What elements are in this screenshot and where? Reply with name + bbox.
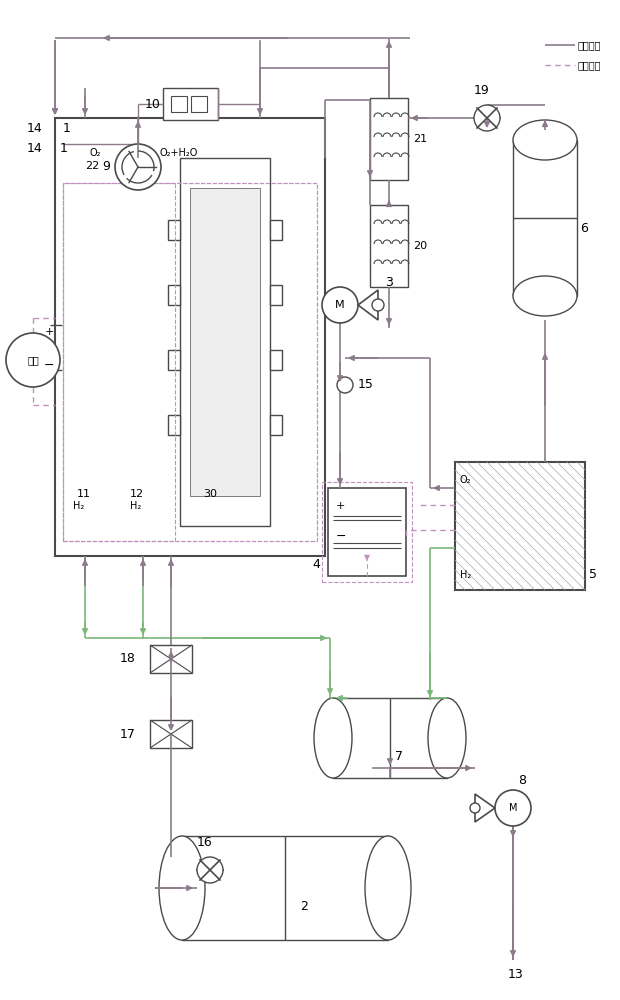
Bar — [328, 488, 406, 576]
Bar — [182, 836, 388, 940]
Text: O₂: O₂ — [90, 148, 102, 158]
Text: 11: 11 — [77, 489, 91, 499]
Bar — [270, 285, 282, 305]
Text: M: M — [335, 300, 345, 310]
Bar — [370, 205, 408, 287]
Text: 3: 3 — [385, 276, 393, 290]
Bar — [322, 482, 412, 582]
Text: 13: 13 — [508, 968, 524, 982]
Text: 8: 8 — [518, 774, 526, 786]
Bar — [168, 285, 180, 305]
Text: +: + — [44, 327, 54, 337]
Text: 7: 7 — [395, 750, 403, 762]
Circle shape — [470, 803, 480, 813]
Text: 9: 9 — [102, 160, 110, 174]
Text: 14: 14 — [27, 121, 43, 134]
Bar — [55, 118, 325, 556]
Text: 2: 2 — [300, 900, 308, 912]
Ellipse shape — [159, 836, 205, 940]
Bar — [168, 415, 180, 435]
Text: 负载: 负载 — [27, 355, 39, 365]
Text: 电力导线: 电力导线 — [578, 60, 601, 70]
Text: 5: 5 — [589, 568, 597, 582]
Text: O₂+H₂O: O₂+H₂O — [160, 148, 198, 158]
Text: 21: 21 — [413, 134, 427, 144]
Bar — [270, 350, 282, 370]
Text: 22: 22 — [85, 161, 99, 171]
Ellipse shape — [428, 698, 466, 778]
Text: 4: 4 — [312, 558, 320, 570]
Text: 19: 19 — [474, 84, 490, 97]
Text: 14: 14 — [27, 141, 43, 154]
Text: 20: 20 — [413, 241, 427, 251]
Bar — [333, 698, 447, 778]
Bar — [168, 350, 180, 370]
Text: −: − — [44, 359, 55, 371]
Ellipse shape — [365, 836, 411, 940]
Text: M: M — [509, 803, 517, 813]
Text: 18: 18 — [120, 652, 136, 666]
Bar — [190, 188, 260, 496]
Bar — [370, 98, 408, 180]
Text: 10: 10 — [145, 98, 161, 110]
Text: 16: 16 — [197, 836, 213, 848]
Circle shape — [372, 299, 384, 311]
Text: 气路管线: 气路管线 — [578, 40, 601, 50]
Bar — [270, 415, 282, 435]
Circle shape — [6, 333, 60, 387]
Circle shape — [115, 144, 161, 190]
Text: 12: 12 — [130, 489, 144, 499]
Bar — [180, 158, 270, 526]
Bar — [63, 183, 317, 541]
Text: 30: 30 — [203, 489, 217, 499]
Text: 17: 17 — [120, 728, 136, 740]
Bar — [163, 88, 218, 120]
Text: −: − — [336, 530, 347, 542]
Bar — [150, 720, 192, 748]
Ellipse shape — [314, 698, 352, 778]
Circle shape — [197, 857, 223, 883]
Bar — [150, 645, 192, 673]
Text: H₂: H₂ — [73, 501, 84, 511]
Text: 6: 6 — [580, 222, 588, 234]
Bar — [270, 220, 282, 240]
Ellipse shape — [513, 120, 577, 160]
Text: +: + — [336, 501, 345, 511]
Circle shape — [322, 287, 358, 323]
Bar — [455, 462, 585, 590]
Text: 1: 1 — [63, 121, 71, 134]
Circle shape — [337, 377, 353, 393]
Text: 15: 15 — [358, 378, 374, 391]
Text: H₂: H₂ — [460, 570, 471, 580]
Text: H₂: H₂ — [130, 501, 141, 511]
Ellipse shape — [513, 276, 577, 316]
Text: O₂: O₂ — [460, 475, 471, 485]
Circle shape — [495, 790, 531, 826]
Bar — [63, 183, 175, 541]
Bar — [168, 220, 180, 240]
Bar — [171, 96, 187, 112]
Circle shape — [474, 105, 500, 131]
Bar — [513, 140, 577, 296]
Bar — [63, 183, 317, 541]
Bar — [191, 96, 207, 112]
Text: 1: 1 — [60, 141, 68, 154]
